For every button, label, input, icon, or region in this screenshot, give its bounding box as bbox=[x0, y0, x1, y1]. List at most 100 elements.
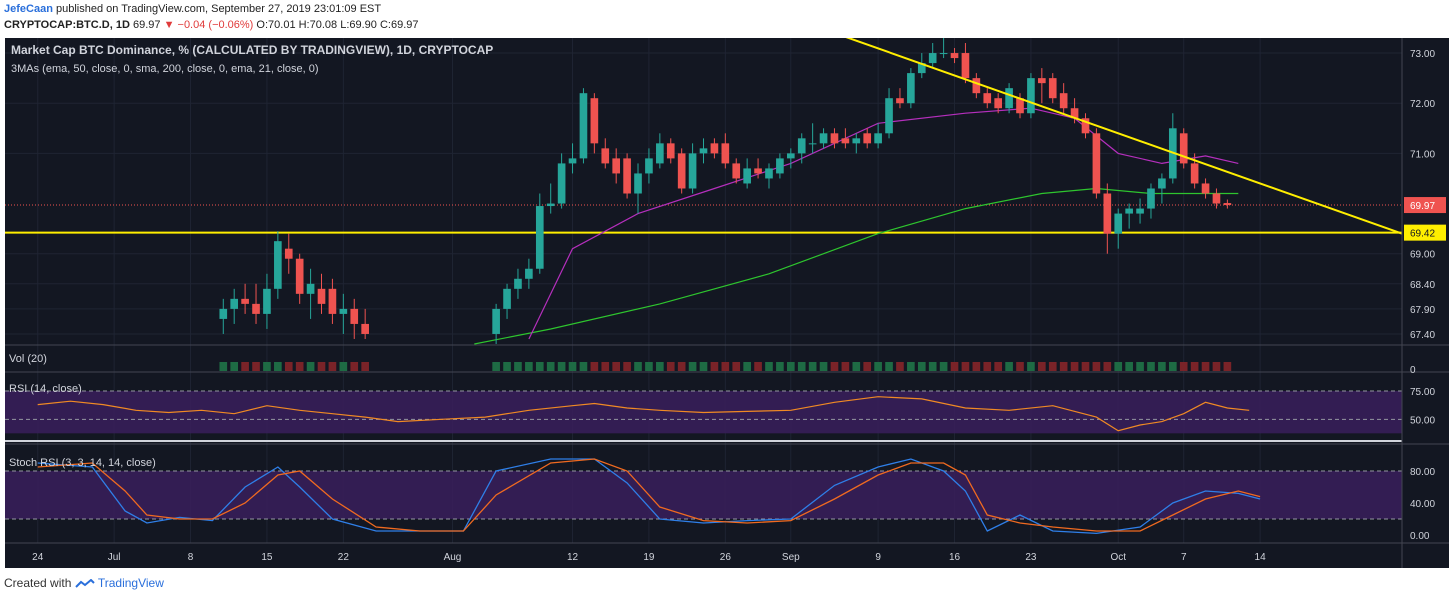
candle-body bbox=[645, 158, 653, 174]
candle[interactable] bbox=[645, 148, 653, 184]
candle[interactable] bbox=[1158, 173, 1166, 204]
candle[interactable] bbox=[666, 138, 675, 164]
candle[interactable] bbox=[1038, 68, 1046, 104]
candle[interactable] bbox=[710, 138, 719, 159]
candle[interactable] bbox=[1136, 198, 1144, 224]
candle[interactable] bbox=[841, 128, 850, 149]
candle[interactable] bbox=[656, 133, 664, 169]
candle[interactable] bbox=[1048, 73, 1057, 104]
candle[interactable] bbox=[263, 273, 271, 329]
candle[interactable] bbox=[688, 143, 697, 194]
candle[interactable] bbox=[732, 158, 741, 184]
volume-bar bbox=[710, 362, 719, 371]
candle[interactable] bbox=[917, 53, 926, 79]
candle[interactable] bbox=[786, 148, 795, 169]
candle-body bbox=[994, 98, 1002, 109]
candle-body bbox=[961, 53, 970, 79]
candle[interactable] bbox=[754, 158, 762, 179]
volume-bar bbox=[776, 362, 784, 371]
candle[interactable] bbox=[1190, 153, 1199, 189]
candle[interactable] bbox=[677, 148, 686, 194]
candle[interactable] bbox=[1016, 93, 1024, 119]
candle[interactable] bbox=[819, 128, 828, 149]
candle-body bbox=[503, 288, 511, 309]
candle[interactable] bbox=[950, 48, 959, 64]
candle[interactable] bbox=[306, 268, 315, 319]
candle[interactable] bbox=[1059, 83, 1068, 114]
candle[interactable] bbox=[568, 143, 577, 174]
candle[interactable] bbox=[590, 93, 599, 154]
candle[interactable] bbox=[1027, 73, 1035, 119]
candle[interactable] bbox=[1223, 199, 1232, 209]
candle[interactable] bbox=[241, 283, 249, 314]
volume-bar bbox=[808, 362, 817, 371]
candle[interactable] bbox=[1070, 98, 1079, 124]
created-with-text: Created with bbox=[4, 576, 72, 590]
candle[interactable] bbox=[1081, 113, 1090, 139]
candle[interactable] bbox=[514, 268, 522, 299]
candle[interactable] bbox=[885, 88, 893, 139]
candle[interactable] bbox=[743, 158, 751, 189]
candle[interactable] bbox=[350, 298, 359, 339]
candle[interactable] bbox=[863, 128, 872, 149]
candle-body bbox=[732, 163, 741, 179]
candle[interactable] bbox=[1103, 183, 1112, 254]
candle[interactable] bbox=[896, 88, 904, 109]
candle[interactable] bbox=[699, 138, 708, 164]
candle[interactable] bbox=[1201, 178, 1210, 199]
candle-body bbox=[1125, 208, 1133, 214]
candle[interactable] bbox=[579, 88, 588, 164]
candle[interactable] bbox=[601, 138, 610, 169]
candle[interactable] bbox=[1114, 208, 1123, 249]
tradingview-logo-icon[interactable] bbox=[75, 576, 98, 590]
rsi-tick-label: 75.00 bbox=[1410, 387, 1435, 398]
candle[interactable] bbox=[274, 231, 282, 299]
author-link[interactable]: JefeCaan bbox=[4, 3, 53, 15]
candle[interactable] bbox=[961, 43, 970, 84]
candle[interactable] bbox=[492, 303, 500, 344]
candle[interactable] bbox=[339, 293, 348, 334]
candle[interactable] bbox=[721, 133, 730, 169]
candle[interactable] bbox=[1092, 128, 1101, 199]
candle[interactable] bbox=[557, 153, 566, 209]
candle[interactable] bbox=[808, 123, 817, 154]
candle[interactable] bbox=[776, 153, 784, 179]
candle[interactable] bbox=[797, 133, 806, 164]
candle[interactable] bbox=[503, 283, 511, 319]
candle[interactable] bbox=[994, 93, 1002, 114]
chart-svg[interactable]: Market Cap BTC Dominance, % (CALCULATED … bbox=[5, 32, 1449, 568]
candle[interactable] bbox=[328, 278, 337, 324]
candle[interactable] bbox=[765, 163, 773, 189]
candle[interactable] bbox=[972, 73, 981, 99]
candle[interactable] bbox=[634, 163, 642, 214]
candle[interactable] bbox=[830, 128, 839, 149]
candle[interactable] bbox=[525, 258, 533, 289]
candle[interactable] bbox=[1125, 203, 1133, 229]
candle[interactable] bbox=[535, 193, 544, 274]
volume-bar bbox=[841, 362, 850, 371]
candle[interactable] bbox=[1179, 128, 1188, 169]
candle[interactable] bbox=[284, 233, 293, 274]
candle[interactable] bbox=[252, 283, 260, 324]
candle[interactable] bbox=[983, 88, 992, 109]
candle[interactable] bbox=[852, 133, 861, 154]
candle[interactable] bbox=[928, 43, 937, 69]
candle[interactable] bbox=[1147, 183, 1155, 219]
candle[interactable] bbox=[295, 253, 304, 304]
volume-bar bbox=[1158, 362, 1166, 371]
candle[interactable] bbox=[612, 148, 621, 184]
candle[interactable] bbox=[317, 273, 326, 314]
candle[interactable] bbox=[874, 123, 882, 149]
candle[interactable] bbox=[623, 153, 631, 199]
candle[interactable] bbox=[939, 32, 948, 59]
candle[interactable] bbox=[1212, 188, 1221, 209]
candle[interactable] bbox=[1005, 83, 1013, 114]
tradingview-brand[interactable]: TradingView bbox=[97, 576, 164, 590]
candle[interactable] bbox=[230, 288, 239, 324]
volume-bar bbox=[797, 362, 806, 371]
candle[interactable] bbox=[361, 308, 369, 339]
candle[interactable] bbox=[907, 68, 915, 109]
candle[interactable] bbox=[219, 298, 228, 334]
chart-area[interactable]: Market Cap BTC Dominance, % (CALCULATED … bbox=[5, 32, 1449, 568]
candle[interactable] bbox=[546, 183, 555, 214]
